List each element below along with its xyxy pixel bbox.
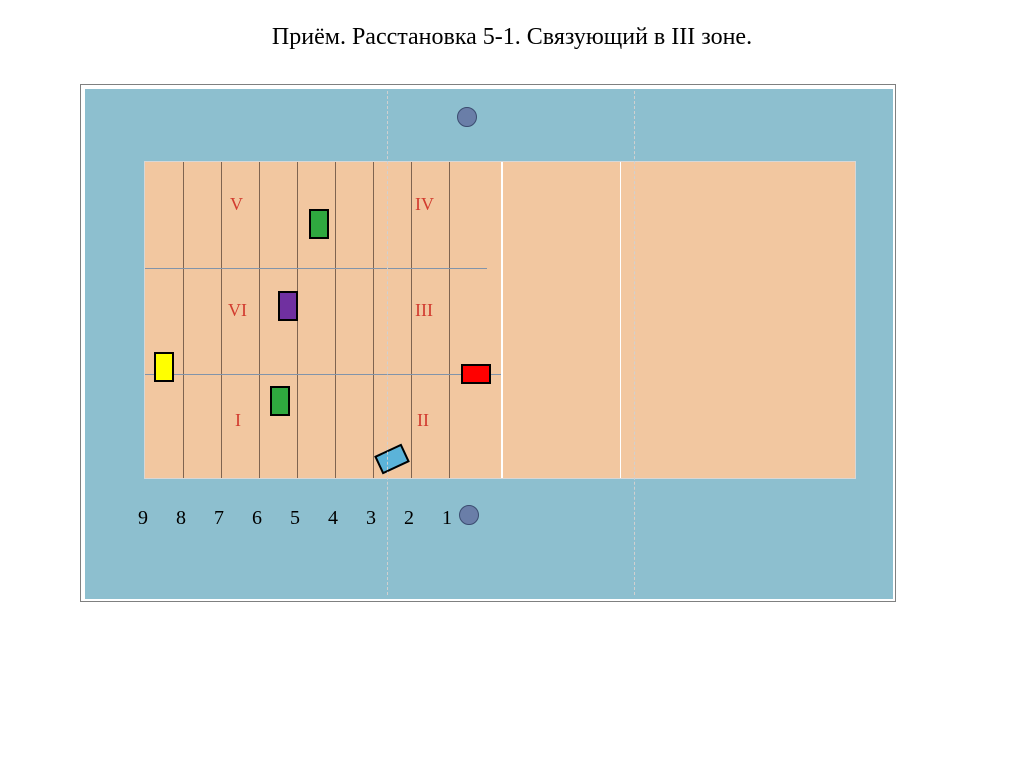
meter-label: 7 <box>214 507 224 530</box>
player-marker <box>270 386 290 416</box>
zone-divider-line <box>145 374 501 375</box>
meter-label: 4 <box>328 507 338 530</box>
meter-line <box>411 162 412 478</box>
zone-label: V <box>230 194 243 215</box>
meter-line <box>183 162 184 478</box>
zone-label: VI <box>228 300 247 321</box>
player-marker <box>154 352 174 382</box>
meter-label: 8 <box>176 507 186 530</box>
zone-label: III <box>415 300 433 321</box>
meter-label: 2 <box>404 507 414 530</box>
meter-line <box>221 162 222 478</box>
diagram-frame: VIVVIIIIIII 987654321 <box>80 84 896 602</box>
meter-label: 5 <box>290 507 300 530</box>
volleyball-court: VIVVIIIIIII <box>144 161 856 479</box>
meter-line <box>259 162 260 478</box>
meter-label: 3 <box>366 507 376 530</box>
meter-line <box>449 162 450 478</box>
player-marker <box>278 291 298 321</box>
net-line <box>501 162 503 478</box>
meter-line <box>335 162 336 478</box>
ball-marker <box>457 107 477 127</box>
guide-dash-line <box>387 91 388 595</box>
ball-marker <box>459 505 479 525</box>
zone-label: I <box>235 410 241 431</box>
meter-label: 9 <box>138 507 148 530</box>
guide-dash-line <box>634 91 635 595</box>
attack-line <box>620 162 621 478</box>
page-title: Приём. Расстановка 5-1. Связующий в III … <box>0 24 1024 51</box>
zone-label: IV <box>415 194 434 215</box>
meter-label: 6 <box>252 507 262 530</box>
player-marker <box>309 209 329 239</box>
meter-line <box>373 162 374 478</box>
zone-divider-line <box>145 268 487 269</box>
player-marker <box>461 364 491 384</box>
player-marker <box>374 444 410 475</box>
zone-label: II <box>417 410 429 431</box>
meter-label: 1 <box>442 507 452 530</box>
